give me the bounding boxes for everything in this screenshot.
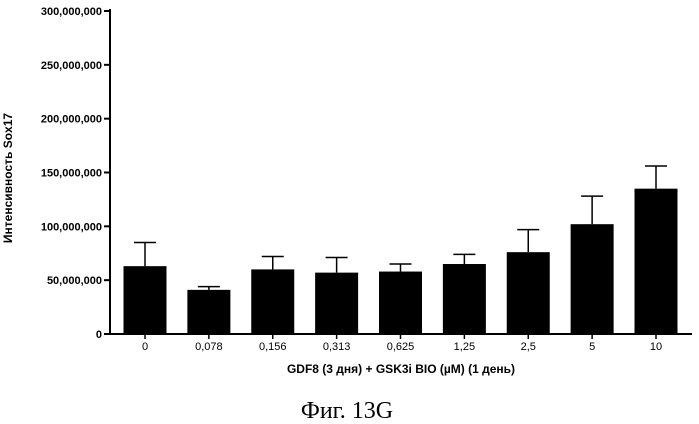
y-tick-label: 100,000,000 bbox=[41, 221, 102, 233]
bar bbox=[379, 272, 422, 334]
x-axis: 0 0,078 0,156 0,313 0,625 1,25 2,5 5 10 bbox=[110, 334, 692, 353]
bar bbox=[571, 224, 614, 334]
x-axis-title: GDF8 (3 дня) + GSK3i BIO (µM) (1 день) bbox=[287, 362, 515, 376]
x-tick-label: 0,078 bbox=[195, 341, 223, 353]
y-axis: 0 50,000,000 100,000,000 150,000,000 200,000… bbox=[41, 6, 110, 341]
x-tick-label: 5 bbox=[589, 341, 595, 353]
y-tick-label: 0 bbox=[96, 329, 102, 341]
bar bbox=[443, 264, 486, 334]
y-tick-label: 200,000,000 bbox=[41, 114, 102, 126]
figure-caption: Фиг. 13G bbox=[301, 398, 393, 424]
y-tick-label: 150,000,000 bbox=[41, 168, 102, 180]
bar bbox=[251, 269, 294, 334]
y-tick-label: 250,000,000 bbox=[41, 60, 102, 72]
y-axis-title: Интенсивность Sox17 bbox=[1, 113, 15, 243]
bar bbox=[635, 189, 678, 334]
bar bbox=[315, 273, 358, 334]
bars bbox=[124, 189, 678, 334]
x-tick-label: 0 bbox=[142, 341, 148, 353]
bar bbox=[507, 252, 550, 334]
x-tick-label: 2,5 bbox=[521, 341, 536, 353]
y-tick-label: 50,000,000 bbox=[47, 275, 102, 287]
x-tick-label: 0,625 bbox=[387, 341, 415, 353]
x-tick-label: 0,156 bbox=[259, 341, 287, 353]
x-tick-label: 1,25 bbox=[454, 341, 475, 353]
x-tick-label: 10 bbox=[650, 341, 662, 353]
bar bbox=[124, 266, 167, 334]
x-tick-label: 0,313 bbox=[323, 341, 351, 353]
bar bbox=[187, 290, 230, 334]
y-tick-label: 300,000,000 bbox=[41, 6, 102, 18]
